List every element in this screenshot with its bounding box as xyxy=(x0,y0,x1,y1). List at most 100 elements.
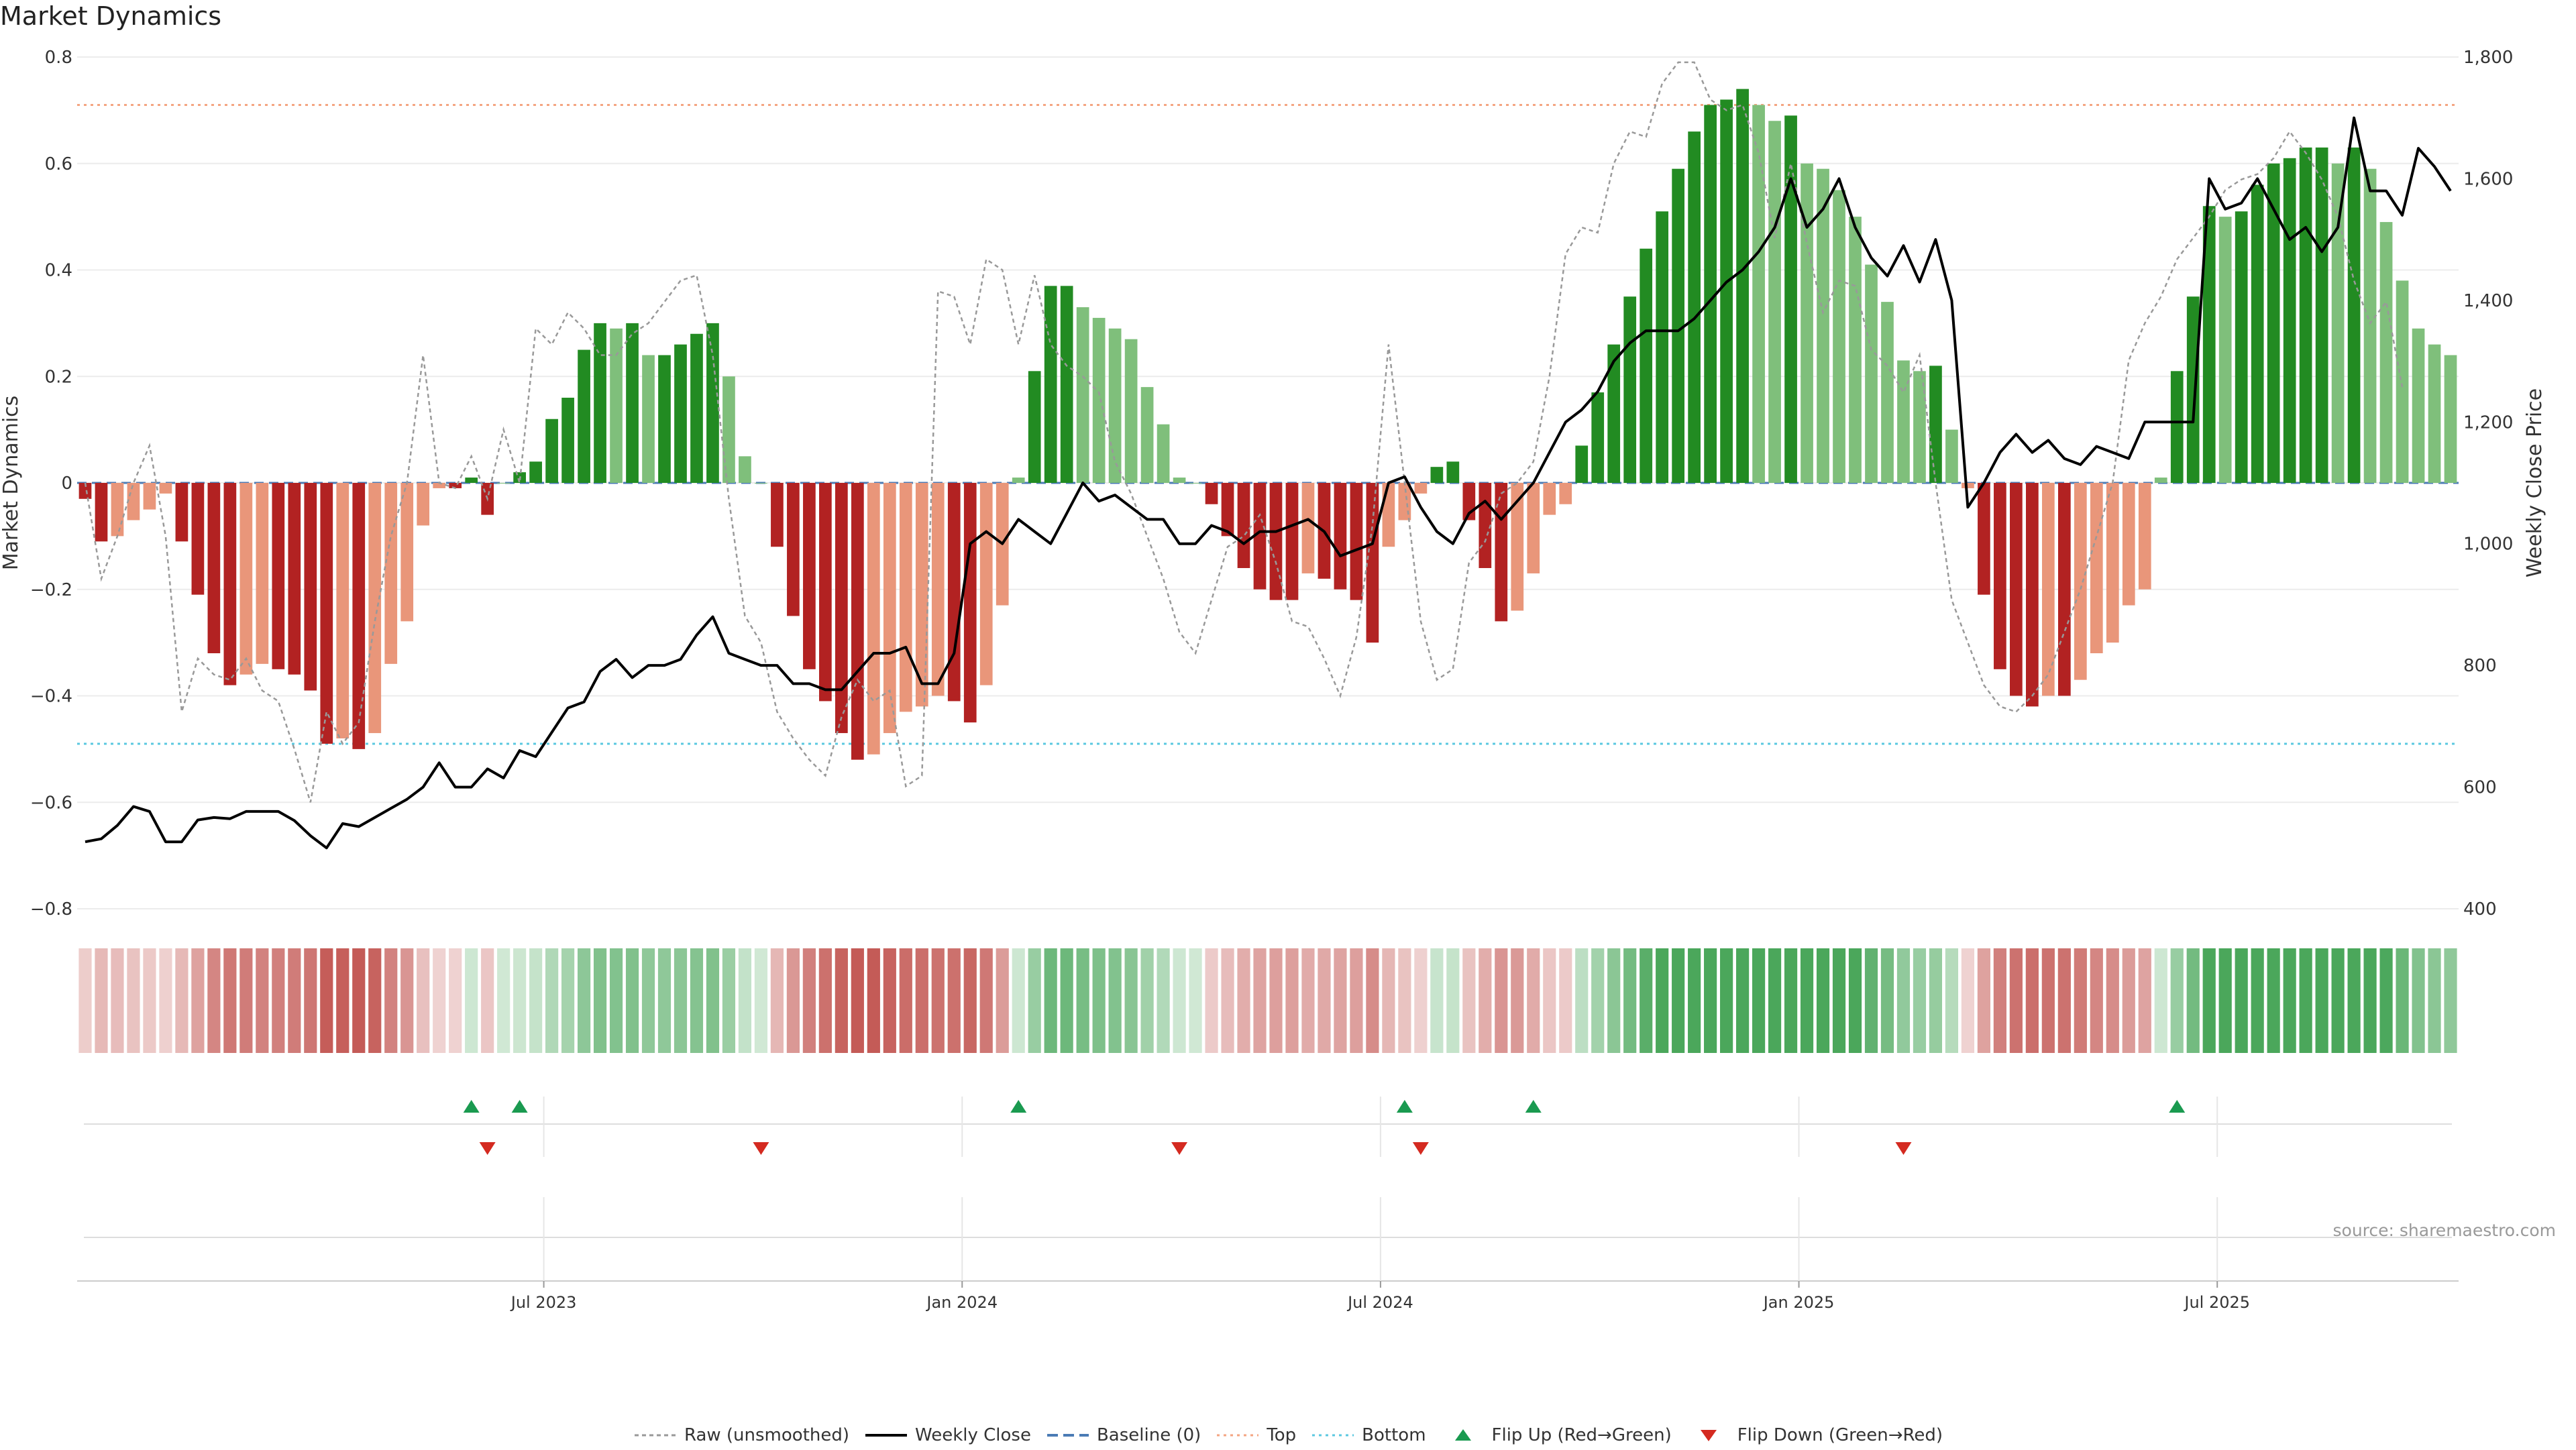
y-tick-label: −0.8 xyxy=(30,899,72,919)
flip-up-marker xyxy=(1396,1100,1413,1113)
flip-up-marker xyxy=(511,1100,528,1113)
flipup-legend-symbol xyxy=(1454,1429,1471,1441)
heat-cell xyxy=(625,948,639,1053)
dynamics-bar xyxy=(851,483,864,760)
y2-tick-label: 600 xyxy=(2463,778,2497,798)
legend-label: Baseline (0) xyxy=(1096,1425,1201,1445)
dynamics-bar xyxy=(143,483,156,510)
dynamics-bar xyxy=(674,344,687,483)
dynamics-bar xyxy=(1656,211,1669,483)
heat-cell xyxy=(1832,948,1846,1053)
heat-cell xyxy=(1896,948,1911,1053)
heat-cell xyxy=(1720,948,1733,1053)
y2-tick-label: 1,400 xyxy=(2463,291,2513,311)
heat-cell xyxy=(1124,948,1138,1053)
legend-label: Raw (unsmoothed) xyxy=(684,1425,850,1445)
dynamics-bar xyxy=(1720,99,1733,483)
dynamics-bar xyxy=(1398,483,1411,520)
dynamics-bar xyxy=(2363,168,2377,483)
heat-cell xyxy=(2106,948,2119,1053)
heat-cell xyxy=(1864,948,1878,1053)
heat-cell xyxy=(899,948,912,1053)
heat-cell xyxy=(239,948,253,1053)
dynamics-bar xyxy=(2138,483,2151,590)
flip-up-marker xyxy=(1010,1100,1027,1113)
heat-cell xyxy=(1993,948,2006,1053)
heat-cell xyxy=(2412,948,2425,1053)
dynamics-bar xyxy=(1382,483,1395,547)
dynamics-bar xyxy=(191,483,205,595)
dynamics-bar xyxy=(1849,217,1862,483)
heat-cell xyxy=(2428,948,2441,1053)
chart-title: Market Dynamics xyxy=(0,1,222,31)
heat-cell xyxy=(304,948,317,1053)
dynamics-bars xyxy=(78,89,2457,760)
heat-cell xyxy=(1140,948,1154,1053)
dynamics-bar xyxy=(1575,445,1589,483)
x-tick-label: Jan 2024 xyxy=(925,1293,998,1312)
raw-line-group xyxy=(84,61,2404,803)
heat-cell xyxy=(95,948,108,1053)
dynamics-bar xyxy=(256,483,269,664)
heat-cell xyxy=(1382,948,1395,1053)
dynamics-bar xyxy=(1446,461,1460,483)
heat-cell xyxy=(1768,948,1782,1053)
legend-item-close: Weekly Close xyxy=(864,1425,1031,1445)
dynamics-bar xyxy=(2026,483,2039,707)
heat-cell xyxy=(449,948,462,1053)
dynamics-bar xyxy=(2074,483,2087,680)
heat-cell xyxy=(1543,948,1556,1053)
heat-cell xyxy=(2251,948,2264,1053)
dynamics-bar xyxy=(352,483,366,749)
dynamics-bar xyxy=(1897,360,1910,483)
dynamics-bar xyxy=(78,483,92,499)
heat-cell xyxy=(1366,948,1379,1053)
left-y-axis: 0.8 0.6 0.4 0.2 0 −0.2 −0.4 −0.6 −0.8 Market Dyna… xyxy=(0,48,72,919)
dynamics-bar xyxy=(2106,483,2119,643)
heat-cell xyxy=(770,948,784,1053)
heat-cell xyxy=(1880,948,1894,1053)
dynamics-bar xyxy=(915,483,928,707)
heat-cell xyxy=(2299,948,2312,1053)
heat-cell xyxy=(1640,948,1653,1053)
heat-cell xyxy=(561,948,575,1053)
raw-legend-symbol xyxy=(634,1434,676,1437)
dynamics-bar xyxy=(368,483,382,734)
dynamics-bar xyxy=(239,483,253,675)
dynamics-bar xyxy=(899,483,912,712)
dynamics-bar xyxy=(465,478,478,483)
dynamics-bar xyxy=(963,483,977,723)
dynamics-bar xyxy=(1012,478,1025,483)
heat-cell xyxy=(529,948,543,1053)
y2-tick-label: 800 xyxy=(2463,656,2497,676)
dynamics-bar xyxy=(755,483,767,484)
dynamics-bar xyxy=(2235,211,2248,483)
heat-cell xyxy=(577,948,591,1053)
dynamics-bar xyxy=(207,483,221,653)
y2-axis-label: Weekly Close Price xyxy=(2523,388,2546,577)
flipdown-legend-symbol xyxy=(1700,1430,1717,1441)
heat-cell xyxy=(1495,948,1508,1053)
heat-cell xyxy=(1527,948,1540,1053)
dynamics-bar xyxy=(947,483,961,702)
dynamics-bar xyxy=(304,483,317,691)
dynamics-bar xyxy=(771,483,784,547)
heat-cell xyxy=(802,948,816,1053)
dynamics-bar xyxy=(1253,483,1267,590)
dynamics-bar xyxy=(1334,483,1347,590)
dynamics-bar xyxy=(449,483,462,488)
close-legend-symbol xyxy=(865,1434,908,1437)
dynamics-bar xyxy=(1366,483,1379,643)
right-y-axis: 1,800 1,600 1,400 1,200 1,000 800 600 400 Weekly… xyxy=(2463,48,2546,919)
heat-cell xyxy=(1575,948,1589,1053)
heat-cell xyxy=(2057,948,2071,1053)
dynamics-bar xyxy=(1736,89,1749,483)
dynamics-bar xyxy=(2202,206,2216,483)
heat-cell xyxy=(400,948,414,1053)
dynamics-bar xyxy=(1607,344,1621,483)
heat-cell xyxy=(2363,948,2377,1053)
legend-item-flipdown: Flip Down (Green→Red) xyxy=(1686,1425,1943,1445)
dynamics-bar xyxy=(2041,483,2055,696)
heat-cell xyxy=(867,948,880,1053)
